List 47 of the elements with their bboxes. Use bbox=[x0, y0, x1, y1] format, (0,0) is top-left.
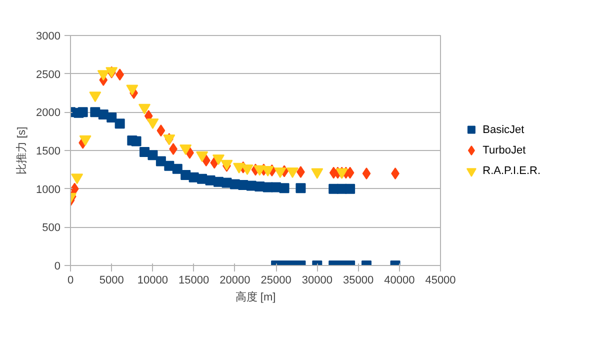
point bbox=[164, 160, 174, 171]
point bbox=[78, 107, 88, 118]
point bbox=[148, 150, 158, 160]
y-tick-label: 2000 bbox=[36, 107, 61, 120]
point bbox=[172, 164, 182, 174]
y-tick-label: 500 bbox=[42, 222, 61, 234]
x-tick-label: 10000 bbox=[137, 274, 168, 286]
point bbox=[114, 118, 125, 129]
x-tick-label: 35000 bbox=[342, 274, 374, 286]
point bbox=[131, 136, 142, 146]
x-tick-label: 20000 bbox=[220, 274, 250, 286]
y-tick-label: 3000 bbox=[36, 30, 61, 42]
point bbox=[345, 184, 356, 194]
y-tick-label: 1500 bbox=[36, 146, 61, 158]
point bbox=[106, 112, 117, 123]
y-tick-label: 2500 bbox=[36, 68, 61, 81]
legend-label: TurboJet bbox=[482, 144, 526, 156]
point bbox=[156, 124, 166, 137]
point bbox=[79, 135, 92, 146]
point bbox=[196, 151, 208, 162]
point bbox=[156, 156, 166, 166]
y-tick-label: 0 bbox=[54, 260, 61, 272]
y-tick-label: 1000 bbox=[36, 184, 61, 196]
point bbox=[296, 183, 306, 194]
x-tick-label: 25000 bbox=[260, 274, 292, 286]
x-tick-label: 45000 bbox=[425, 274, 456, 286]
x-tick-label: 0 bbox=[67, 274, 74, 286]
point bbox=[391, 168, 400, 180]
y-axis-title: 比推力 [s] bbox=[15, 126, 28, 174]
legend-label: R.A.P.I.E.R. bbox=[482, 165, 541, 178]
point bbox=[212, 154, 224, 166]
point bbox=[138, 104, 150, 114]
x-tick-label: 30000 bbox=[302, 274, 332, 286]
x-tick-label: 15000 bbox=[178, 274, 210, 286]
point bbox=[362, 168, 371, 180]
point bbox=[89, 92, 102, 102]
point bbox=[146, 118, 159, 129]
x-tick-label: 40000 bbox=[384, 274, 415, 286]
point bbox=[233, 162, 246, 174]
point bbox=[241, 164, 254, 175]
point bbox=[180, 144, 192, 156]
point bbox=[97, 70, 110, 81]
x-tick-label: 5000 bbox=[99, 274, 124, 286]
legend-label: BasicJet bbox=[482, 124, 524, 136]
x-axis-title: 高度 [m] bbox=[235, 290, 276, 304]
point bbox=[279, 183, 290, 194]
point bbox=[126, 84, 138, 96]
